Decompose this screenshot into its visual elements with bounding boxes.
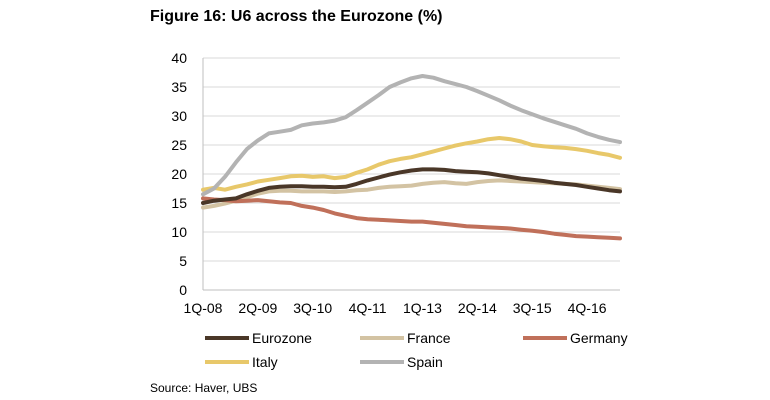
gridlines: [203, 57, 620, 262]
x-tick-label: 3Q-10: [293, 300, 332, 316]
y-tick-label: 30: [171, 108, 187, 124]
x-tick-label: 4Q-16: [568, 300, 607, 316]
legend-label-germany: Germany: [570, 330, 628, 346]
series-line-italy: [201, 136, 622, 192]
x-tick-label: 2Q-09: [238, 300, 277, 316]
x-tick-label: 4Q-11: [349, 300, 387, 316]
series-line-germany: [201, 196, 622, 241]
y-tick-label: 10: [171, 224, 187, 240]
x-tick-label: 3Q-15: [513, 300, 552, 316]
y-tick-label: 35: [171, 79, 187, 95]
y-tick-label: 15: [171, 195, 187, 211]
x-tick-label: 2Q-14: [458, 300, 497, 316]
legend-label-eurozone: Eurozone: [252, 330, 312, 346]
legend-label-italy: Italy: [252, 354, 278, 370]
series-lines: [201, 74, 622, 241]
legend-label-spain: Spain: [407, 354, 443, 370]
series-line-spain: [201, 74, 622, 197]
figure-title: Figure 16: U6 across the Eurozone (%): [150, 8, 443, 25]
x-tick-label: 1Q-08: [184, 300, 223, 316]
y-tick-label: 25: [171, 137, 187, 153]
legend: Eurozone France Germany Italy Spain: [205, 330, 628, 370]
y-tick-label: 0: [179, 282, 187, 298]
y-tick-label: 20: [171, 166, 187, 182]
x-tick-label: 1Q-13: [403, 300, 442, 316]
y-tick-label: 5: [179, 253, 187, 269]
source-note: Source: Haver, UBS: [150, 381, 258, 395]
series-line-eurozone: [201, 167, 622, 205]
legend-label-france: France: [407, 330, 451, 346]
y-tick-label: 40: [171, 50, 187, 66]
axes: 0 5 10 15 20 25 30 35 40 1Q-08 2Q-09 3Q-10 4Q-11 1Q-1…: [171, 50, 620, 316]
